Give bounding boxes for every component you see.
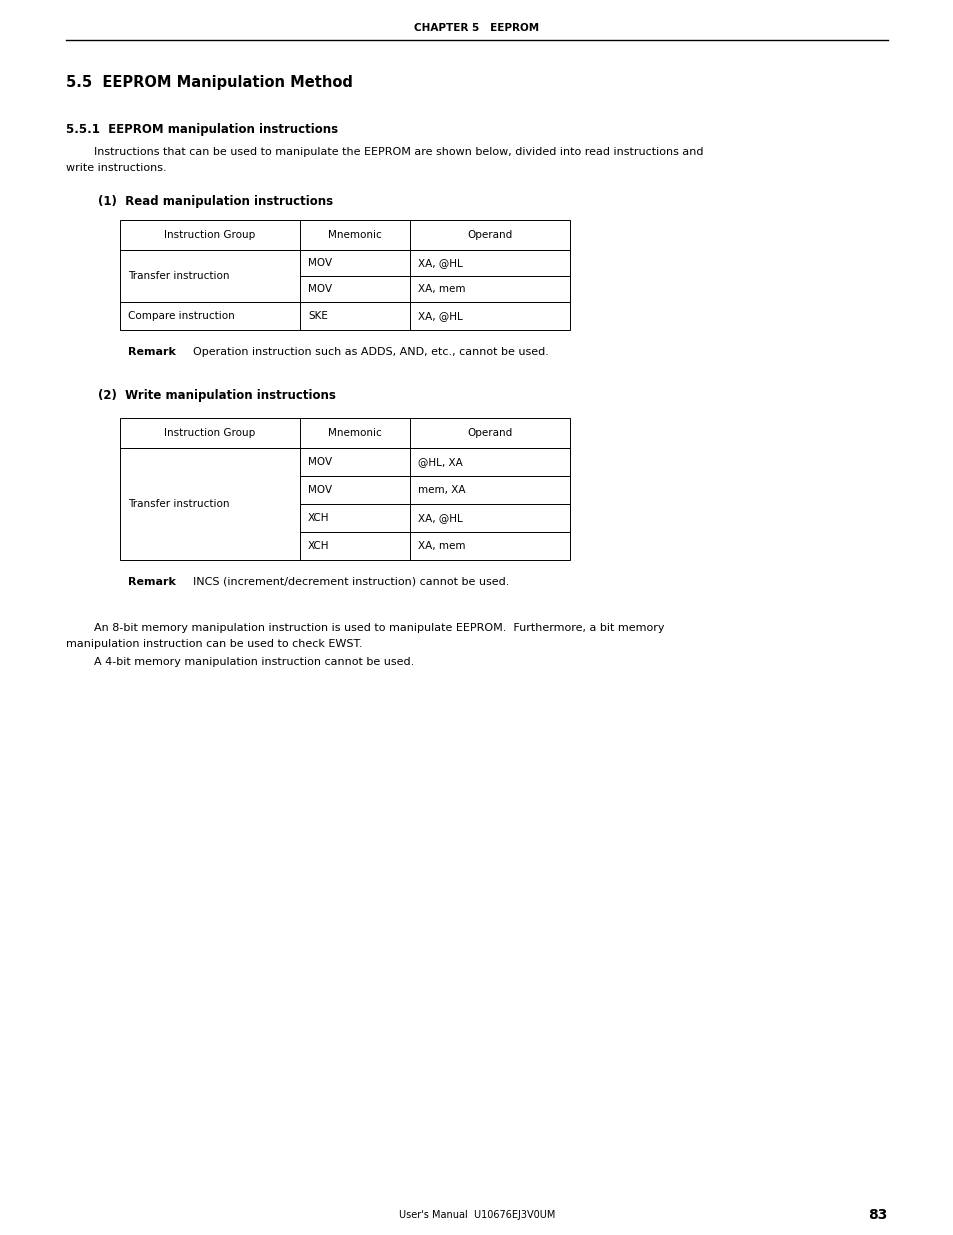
Text: write instructions.: write instructions.: [66, 163, 167, 173]
Text: Remark: Remark: [128, 347, 175, 357]
Text: Compare instruction: Compare instruction: [128, 311, 234, 321]
Text: XA, @HL: XA, @HL: [417, 513, 462, 522]
Text: (2)  Write manipulation instructions: (2) Write manipulation instructions: [98, 389, 335, 403]
Text: (1)  Read manipulation instructions: (1) Read manipulation instructions: [98, 195, 333, 209]
Text: User's Manual  U10676EJ3V0UM: User's Manual U10676EJ3V0UM: [398, 1210, 555, 1220]
Text: @HL, XA: @HL, XA: [417, 457, 462, 467]
Text: Mnemonic: Mnemonic: [328, 429, 381, 438]
Text: 83: 83: [868, 1208, 887, 1221]
Text: Operation instruction such as ADDS, AND, etc., cannot be used.: Operation instruction such as ADDS, AND,…: [186, 347, 548, 357]
Text: CHAPTER 5   EEPROM: CHAPTER 5 EEPROM: [414, 23, 539, 33]
Text: Instruction Group: Instruction Group: [164, 230, 255, 240]
Text: A 4-bit memory manipulation instruction cannot be used.: A 4-bit memory manipulation instruction …: [94, 657, 414, 667]
Text: 5.5.1  EEPROM manipulation instructions: 5.5.1 EEPROM manipulation instructions: [66, 124, 337, 137]
Text: XA, @HL: XA, @HL: [417, 258, 462, 268]
Text: Operand: Operand: [467, 230, 512, 240]
Text: XCH: XCH: [308, 513, 329, 522]
Text: XCH: XCH: [308, 541, 329, 551]
Text: XA, @HL: XA, @HL: [417, 311, 462, 321]
Bar: [120, 303, 569, 330]
Text: SKE: SKE: [308, 311, 328, 321]
Text: XA, mem: XA, mem: [417, 541, 465, 551]
Text: MOV: MOV: [308, 457, 332, 467]
Text: Instruction Group: Instruction Group: [164, 429, 255, 438]
Text: Transfer instruction: Transfer instruction: [128, 270, 230, 282]
Text: Remark: Remark: [128, 577, 175, 587]
Text: 5.5  EEPROM Manipulation Method: 5.5 EEPROM Manipulation Method: [66, 74, 353, 89]
Bar: [120, 249, 569, 303]
Bar: [120, 417, 569, 448]
Text: XA, mem: XA, mem: [417, 284, 465, 294]
Text: MOV: MOV: [308, 258, 332, 268]
Text: Mnemonic: Mnemonic: [328, 230, 381, 240]
Text: INCS (increment/decrement instruction) cannot be used.: INCS (increment/decrement instruction) c…: [186, 577, 509, 587]
Bar: [120, 220, 569, 249]
Text: manipulation instruction can be used to check EWST.: manipulation instruction can be used to …: [66, 638, 362, 650]
Text: Operand: Operand: [467, 429, 512, 438]
Text: MOV: MOV: [308, 485, 332, 495]
Bar: [120, 448, 569, 559]
Text: Transfer instruction: Transfer instruction: [128, 499, 230, 509]
Text: MOV: MOV: [308, 284, 332, 294]
Text: mem, XA: mem, XA: [417, 485, 465, 495]
Text: Instructions that can be used to manipulate the EEPROM are shown below, divided : Instructions that can be used to manipul…: [94, 147, 702, 157]
Text: An 8-bit memory manipulation instruction is used to manipulate EEPROM.  Furtherm: An 8-bit memory manipulation instruction…: [94, 622, 664, 634]
